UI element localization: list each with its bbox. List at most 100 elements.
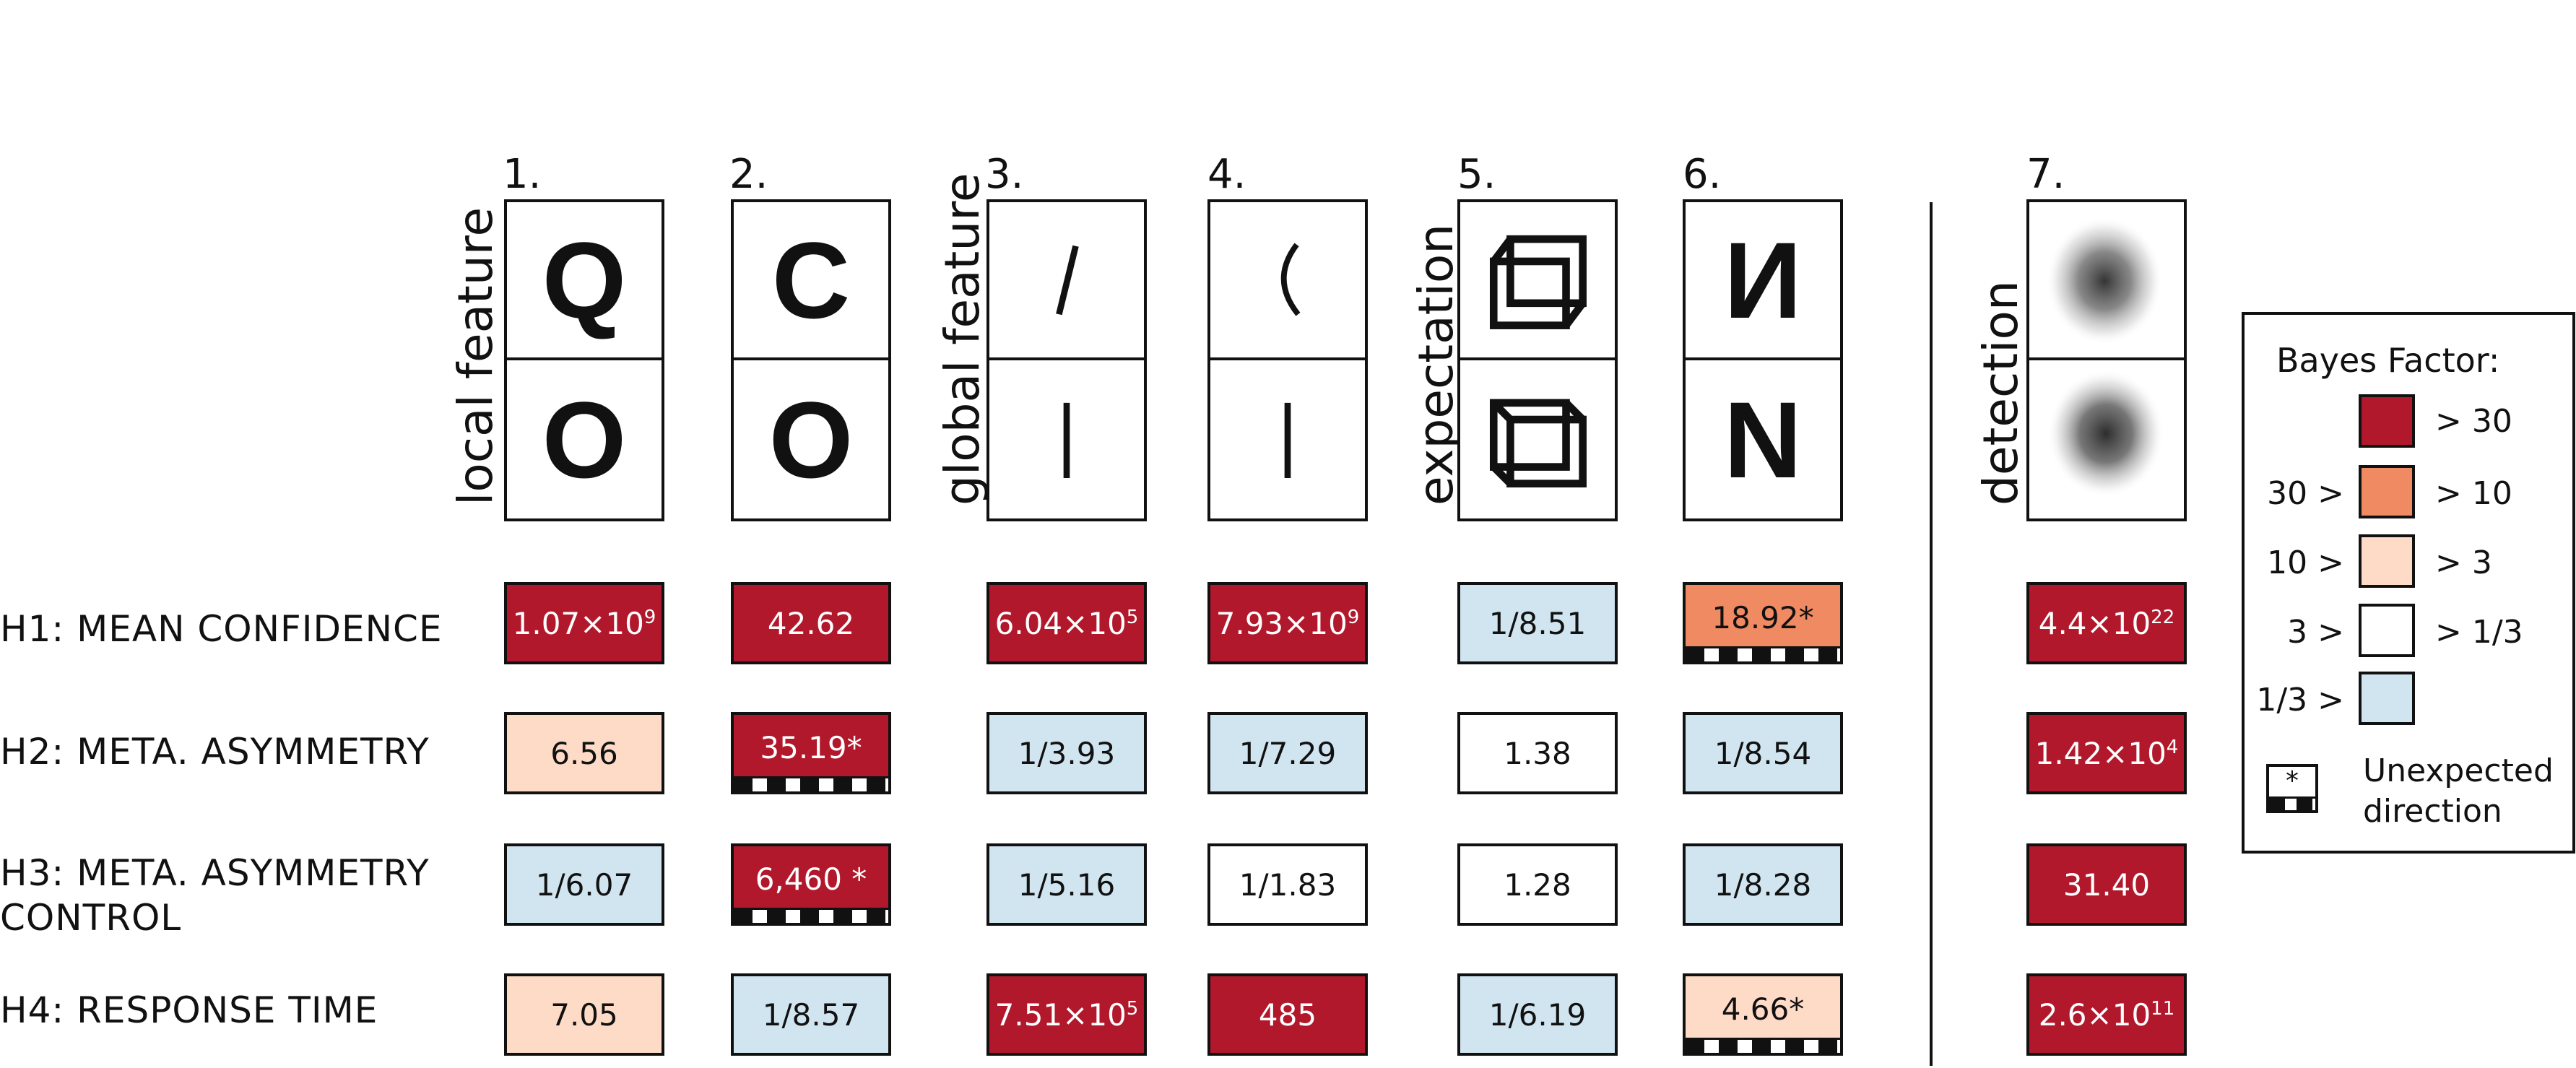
- stimulus-letter-bottom: N: [1723, 378, 1803, 500]
- result-cell: 1/5.16: [986, 843, 1147, 926]
- result-cell: 4.66*: [1683, 973, 1843, 1056]
- bayes-factor-value: 1.07×109: [512, 605, 656, 641]
- column-number-6: 6.: [1683, 151, 1722, 198]
- column-number-2: 2.: [729, 151, 768, 198]
- legend-title: Bayes Factor:: [2276, 341, 2500, 380]
- legend-left-label: 30 >: [2267, 475, 2344, 512]
- result-cell: 6.56: [504, 712, 664, 794]
- bayes-factor-value: 4.66*: [1721, 991, 1805, 1027]
- bayes-factor-value: 6,460 *: [755, 861, 867, 897]
- result-cell: 35.19*: [731, 712, 891, 794]
- stimulus-panel-4: [1207, 199, 1368, 521]
- legend-swatch-red: [2359, 394, 2415, 448]
- result-cell: 485: [1207, 973, 1368, 1056]
- stimulus-panel-5: [1457, 199, 1618, 521]
- column-number-1: 1.: [503, 151, 542, 198]
- cube-bottom-view-icon: [1489, 399, 1587, 487]
- separator-line: [1930, 202, 1933, 1066]
- bayes-factor-value: 18.92*: [1712, 599, 1814, 635]
- legend-swatch-blue: [2359, 672, 2415, 725]
- result-cell: 2.6×1011: [2026, 973, 2187, 1056]
- result-cell: 1.28: [1457, 843, 1618, 926]
- result-cell: 7.51×105: [986, 973, 1147, 1056]
- bayes-factor-value: 1/8.51: [1488, 605, 1587, 641]
- legend-right-label: > 1/3: [2435, 614, 2523, 651]
- result-cell: 1.07×109: [504, 582, 664, 664]
- result-cell: 1/1.83: [1207, 843, 1368, 926]
- result-cell: 31.40: [2026, 843, 2187, 926]
- legend-right-label: > 3: [2435, 544, 2492, 581]
- bayes-factor-value: 1/8.57: [762, 997, 860, 1033]
- result-cell: 1/3.93: [986, 712, 1147, 794]
- bayes-factor-value: 1/6.19: [1488, 997, 1587, 1033]
- legend-right-label: > 30: [2435, 403, 2512, 440]
- bayes-factor-value: 7.93×109: [1215, 605, 1360, 641]
- bayes-factor-value: 7.05: [550, 997, 618, 1033]
- bayes-factor-value: 31.40: [2063, 867, 2151, 903]
- bayes-factor-value: 1/5.16: [1018, 867, 1116, 903]
- result-cell: 1/6.07: [504, 843, 664, 926]
- result-cell: 4.4×1022: [2026, 582, 2187, 664]
- bayes-factor-value: 2.6×1011: [2038, 997, 2175, 1033]
- group-label-global-feature: global feature: [934, 173, 990, 505]
- stimulus-letter-top: C: [771, 219, 851, 341]
- result-cell: 6.04×105: [986, 582, 1147, 664]
- bayes-factor-value: 1.38: [1504, 735, 1571, 771]
- unexpected-direction-stripe: [734, 776, 888, 791]
- asterisk-icon: *: [2286, 766, 2299, 796]
- bayes-factor-value: 1.28: [1504, 867, 1571, 903]
- unexpected-direction-stripe: [1686, 1038, 1840, 1053]
- bayes-factor-value: 4.4×1022: [2038, 605, 2175, 641]
- column-number-5: 5.: [1457, 151, 1496, 198]
- stimulus-panel-1: Q O: [504, 199, 664, 521]
- bayes-factor-value: 6.56: [550, 735, 618, 771]
- legend-left-label: 1/3 >: [2256, 682, 2344, 718]
- stimulus-panel-6: И N: [1683, 199, 1843, 521]
- bayes-factor-value: 1/6.07: [535, 867, 633, 903]
- legend-swatch-orange: [2359, 465, 2415, 518]
- result-cell: 1/7.29: [1207, 712, 1368, 794]
- stimulus-letter-bottom: O: [768, 378, 854, 500]
- bayes-factor-value: 1/3.93: [1018, 735, 1116, 771]
- result-cell: 42.62: [731, 582, 891, 664]
- bayes-factor-value: 35.19*: [760, 729, 862, 765]
- vertical-line-icon: [1063, 402, 1070, 478]
- column-number-3: 3.: [985, 151, 1024, 198]
- stimulus-panel-2: C O: [731, 199, 891, 521]
- bayes-factor-value: 1/7.29: [1239, 735, 1337, 771]
- bayes-factor-value: 1/1.83: [1239, 867, 1337, 903]
- noise-blob-icon: [2047, 369, 2165, 498]
- stimulus-panel-3: [986, 199, 1147, 521]
- curved-line-icon: [1280, 243, 1301, 316]
- bayes-factor-value: 1/8.54: [1714, 735, 1812, 771]
- legend-swatch-peach: [2359, 534, 2415, 588]
- result-cell: 1.42×104: [2026, 712, 2187, 794]
- unexpected-direction-label: Unexpected direction: [2363, 752, 2554, 830]
- unexpected-direction-stripe: [1686, 646, 1840, 661]
- bayes-factor-value: 42.62: [767, 605, 855, 641]
- tilted-line-icon: [1056, 245, 1079, 315]
- stimulus-letter-bottom: O: [542, 378, 627, 500]
- result-cell: 18.92*: [1683, 582, 1843, 664]
- bayes-factor-value: 1/8.28: [1714, 867, 1812, 903]
- group-label-local-feature: local feature: [448, 207, 503, 505]
- legend-left-label: 3 >: [2287, 614, 2344, 651]
- row-label-h4: H4: RESPONSE TIME: [0, 989, 378, 1031]
- hatch-stripe-icon: [2269, 796, 2315, 810]
- group-label-detection: detection: [1973, 280, 2029, 505]
- result-cell: 6,460 *: [731, 843, 891, 926]
- result-cell: 1/6.19: [1457, 973, 1618, 1056]
- noise-blob-icon: [2046, 216, 2164, 345]
- result-cell: 1/8.54: [1683, 712, 1843, 794]
- legend: Bayes Factor: > 30 30 > > 10 10 > > 3 3 …: [2242, 312, 2575, 854]
- stimulus-panel-7: [2026, 199, 2187, 521]
- cube-top-view-icon: [1489, 235, 1587, 329]
- row-label-h2: H2: META. ASYMMETRY: [0, 731, 430, 773]
- group-label-expectation: expectation: [1408, 223, 1464, 505]
- result-cell: 1.38: [1457, 712, 1618, 794]
- unexpected-direction-stripe: [734, 908, 888, 923]
- vertical-line-icon: [1284, 402, 1291, 478]
- bayes-factor-value: 1.42×104: [2034, 735, 2179, 771]
- bayes-factor-value: 6.04×105: [994, 605, 1139, 641]
- result-cell: 1/8.57: [731, 973, 891, 1056]
